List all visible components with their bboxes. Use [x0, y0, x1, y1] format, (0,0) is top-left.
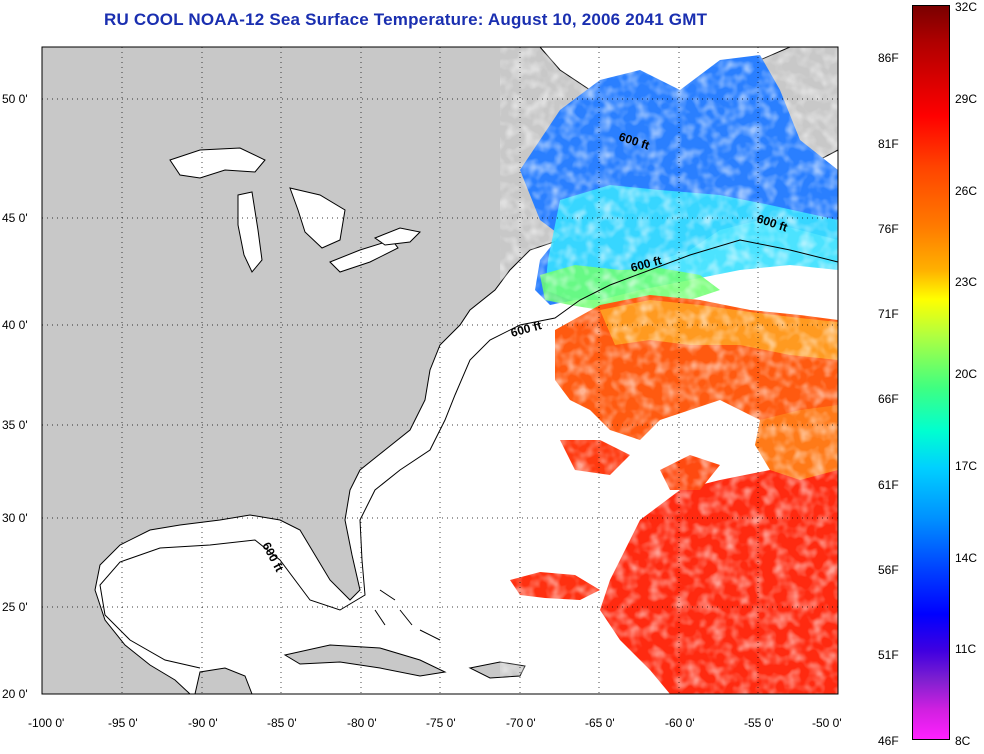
lon-label: -95 0' — [108, 716, 138, 730]
lat-label: 50 0' — [2, 92, 28, 106]
cloud-cover — [500, 47, 838, 694]
land-yucatan — [194, 667, 253, 694]
lon-label: -70 0' — [506, 716, 536, 730]
lat-label: 25 0' — [2, 600, 28, 614]
colorbar-f-label: 61F — [878, 478, 899, 492]
lon-label: -75 0' — [426, 716, 456, 730]
lake-superior — [169, 147, 266, 179]
lat-label: 45 0' — [2, 211, 28, 225]
lon-label: -55 0' — [744, 716, 774, 730]
colorbar-c-label: 23C — [955, 275, 978, 289]
colorbar-c-label: 26C — [955, 184, 978, 198]
colorbar-c-label: 29C — [955, 92, 978, 106]
lon-label: -90 0' — [188, 716, 218, 730]
lat-label: 35 0' — [2, 418, 28, 432]
colorbar-f-label: 71F — [878, 307, 899, 321]
lat-label: 40 0' — [2, 318, 28, 332]
land-bahamas — [374, 589, 441, 641]
lake-michigan — [237, 191, 263, 273]
temperature-colorbar — [912, 5, 950, 740]
colorbar-f-label: 86F — [878, 51, 899, 65]
lake-ontario — [373, 227, 422, 246]
lon-label: -60 0' — [665, 716, 695, 730]
colorbar-c-label: 32C — [955, 0, 978, 14]
land-cuba — [283, 644, 447, 677]
lake-erie — [329, 239, 399, 273]
colorbar-c-label: 17C — [955, 459, 978, 473]
map-title: RU COOL NOAA-12 Sea Surface Temperature:… — [104, 10, 708, 29]
colorbar-f-label: 56F — [878, 563, 899, 577]
colorbar-f-label: 81F — [878, 137, 899, 151]
lat-label: 20 0' — [2, 687, 28, 701]
colorbar-f-label: 51F — [878, 648, 899, 662]
lon-label: -50 0' — [812, 716, 842, 730]
colorbar-f-label: 66F — [878, 392, 899, 406]
colorbar-c-label: 14C — [955, 551, 978, 565]
lon-label: -100 0' — [28, 716, 64, 730]
colorbar-f-label: 46F — [878, 734, 899, 748]
lon-label: -65 0' — [585, 716, 615, 730]
isobath-600ft — [99, 239, 838, 669]
lon-label: -80 0' — [347, 716, 377, 730]
colorbar-f-label: 76F — [878, 222, 899, 236]
map-frame — [41, 46, 839, 695]
lat-label: 30 0' — [2, 511, 28, 525]
colorbar-c-label: 11C — [955, 642, 977, 656]
lon-label: -85 0' — [267, 716, 297, 730]
colorbar-c-label: 20C — [955, 367, 978, 381]
colorbar-c-label: 8C — [955, 734, 971, 748]
